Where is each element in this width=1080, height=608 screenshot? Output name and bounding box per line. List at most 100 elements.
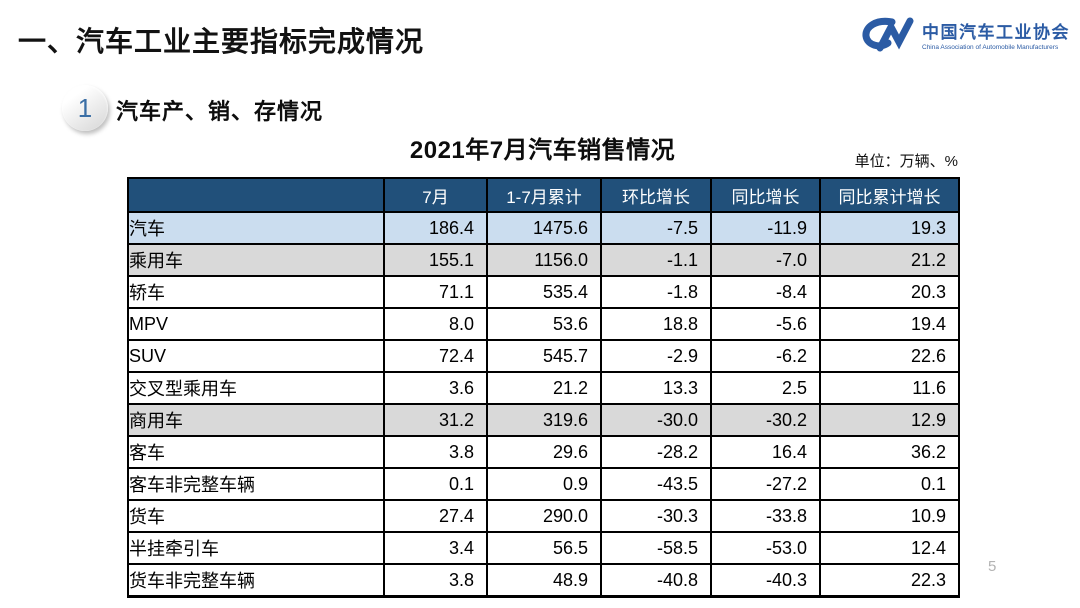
- cell-value: -7.0: [710, 243, 821, 277]
- cell-value: 72.4: [383, 339, 488, 373]
- row-label: 商用车: [127, 403, 385, 437]
- cell-value: 56.5: [486, 531, 602, 565]
- cell-value: 12.4: [819, 531, 960, 565]
- cell-value: -58.5: [600, 531, 712, 565]
- cell-value: -40.3: [710, 563, 821, 598]
- cell-value: 155.1: [383, 243, 488, 277]
- cell-value: 0.1: [819, 467, 960, 501]
- cell-value: 545.7: [486, 339, 602, 373]
- cell-value: 8.0: [383, 307, 488, 341]
- cell-value: 16.4: [710, 435, 821, 469]
- table-row: 乘用车 155.1 1156.0 -1.1 -7.0 21.2: [127, 243, 960, 277]
- table-title: 2021年7月汽车销售情况: [409, 137, 676, 164]
- cell-value: 19.3: [819, 211, 960, 245]
- section-number-badge: 1: [62, 85, 108, 131]
- cell-value: -7.5: [600, 211, 712, 245]
- cell-value: 11.6: [819, 371, 960, 405]
- cell-value: -11.9: [710, 211, 821, 245]
- page-title: 一、汽车工业主要指标完成情况: [18, 26, 425, 57]
- row-label: 乘用车: [127, 243, 385, 277]
- row-label: 汽车: [127, 211, 385, 245]
- logo-text: 中国汽车工业协会 China Association of Automobile…: [922, 23, 1070, 51]
- header-cell-indicator: [127, 177, 385, 213]
- cell-value: 20.3: [819, 275, 960, 309]
- cell-value: -1.8: [600, 275, 712, 309]
- table-row: 客车 3.8 29.6 -28.2 16.4 36.2: [127, 435, 960, 469]
- cell-value: 3.8: [383, 435, 488, 469]
- table-row: SUV 72.4 545.7 -2.9 -6.2 22.6: [127, 339, 960, 373]
- page-number: 5: [988, 558, 997, 575]
- cell-value: -28.2: [600, 435, 712, 469]
- row-label: 货车: [127, 499, 385, 533]
- cell-value: 13.3: [600, 371, 712, 405]
- logo-name-cn: 中国汽车工业协会: [922, 23, 1070, 43]
- cell-value: 290.0: [486, 499, 602, 533]
- table-row: MPV 8.0 53.6 18.8 -5.6 19.4: [127, 307, 960, 341]
- cell-value: -8.4: [710, 275, 821, 309]
- cell-value: 3.6: [383, 371, 488, 405]
- cell-value: 0.1: [383, 467, 488, 501]
- cell-value: 22.6: [819, 339, 960, 373]
- unit-note: 单位：万辆、%: [854, 153, 958, 170]
- table-row: 商用车 31.2 319.6 -30.0 -30.2 12.9: [127, 403, 960, 437]
- cell-value: 31.2: [383, 403, 488, 437]
- cell-value: 1475.6: [486, 211, 602, 245]
- table-row: 交叉型乘用车 3.6 21.2 13.3 2.5 11.6: [127, 371, 960, 405]
- cell-value: 19.4: [819, 307, 960, 341]
- cell-value: 12.9: [819, 403, 960, 437]
- cell-value: -40.8: [600, 563, 712, 598]
- cell-value: -27.2: [710, 467, 821, 501]
- sales-table: 7月 1-7月累计 环比增长 同比增长 同比累计增长 汽车 186.4 1475…: [127, 177, 960, 598]
- cell-value: -30.3: [600, 499, 712, 533]
- cell-value: 36.2: [819, 435, 960, 469]
- row-label: SUV: [127, 339, 385, 373]
- cell-value: -2.9: [600, 339, 712, 373]
- cell-value: -53.0: [710, 531, 821, 565]
- header-cell-yoy-growth: 同比增长: [710, 177, 821, 213]
- cell-value: 71.1: [383, 275, 488, 309]
- cell-value: 186.4: [383, 211, 488, 245]
- cell-value: 2.5: [710, 371, 821, 405]
- cell-value: 53.6: [486, 307, 602, 341]
- table-row: 半挂牵引车 3.4 56.5 -58.5 -53.0 12.4: [127, 531, 960, 565]
- table-row: 货车 27.4 290.0 -30.3 -33.8 10.9: [127, 499, 960, 533]
- cell-value: 22.3: [819, 563, 960, 598]
- header-cell-yoy-cumulative-growth: 同比累计增长: [819, 177, 960, 213]
- cell-value: -30.2: [710, 403, 821, 437]
- row-label: 半挂牵引车: [127, 531, 385, 565]
- table-row: 客车非完整车辆 0.1 0.9 -43.5 -27.2 0.1: [127, 467, 960, 501]
- cell-value: 319.6: [486, 403, 602, 437]
- cell-value: 21.2: [819, 243, 960, 277]
- header-cell-mom-growth: 环比增长: [600, 177, 712, 213]
- logo: 中国汽车工业协会 China Association of Automobile…: [858, 14, 1070, 61]
- cell-value: 3.4: [383, 531, 488, 565]
- row-label: 客车: [127, 435, 385, 469]
- row-label: 货车非完整车辆: [127, 563, 385, 598]
- row-label: 轿车: [127, 275, 385, 309]
- row-label: 交叉型乘用车: [127, 371, 385, 405]
- logo-name-en: China Association of Automobile Manufact…: [922, 43, 1059, 51]
- row-label: MPV: [127, 307, 385, 341]
- cell-value: 29.6: [486, 435, 602, 469]
- cell-value: 3.8: [383, 563, 488, 598]
- header-cell-july: 7月: [383, 177, 488, 213]
- cell-value: 0.9: [486, 467, 602, 501]
- cell-value: 21.2: [486, 371, 602, 405]
- table-row: 轿车 71.1 535.4 -1.8 -8.4 20.3: [127, 275, 960, 309]
- cell-value: -6.2: [710, 339, 821, 373]
- table-row: 汽车 186.4 1475.6 -7.5 -11.9 19.3: [127, 211, 960, 245]
- cell-value: -30.0: [600, 403, 712, 437]
- cell-value: -1.1: [600, 243, 712, 277]
- cell-value: -5.6: [710, 307, 821, 341]
- section-title: 汽车产、销、存情况: [116, 99, 324, 124]
- cell-value: 10.9: [819, 499, 960, 533]
- caam-logo-icon: [858, 14, 916, 61]
- cell-value: -33.8: [710, 499, 821, 533]
- sales-table-wrapper: 7月 1-7月累计 环比增长 同比增长 同比累计增长 汽车 186.4 1475…: [127, 177, 960, 598]
- cell-value: 27.4: [383, 499, 488, 533]
- header-cell-cumulative: 1-7月累计: [486, 177, 602, 213]
- row-label: 客车非完整车辆: [127, 467, 385, 501]
- cell-value: 18.8: [600, 307, 712, 341]
- cell-value: 48.9: [486, 563, 602, 598]
